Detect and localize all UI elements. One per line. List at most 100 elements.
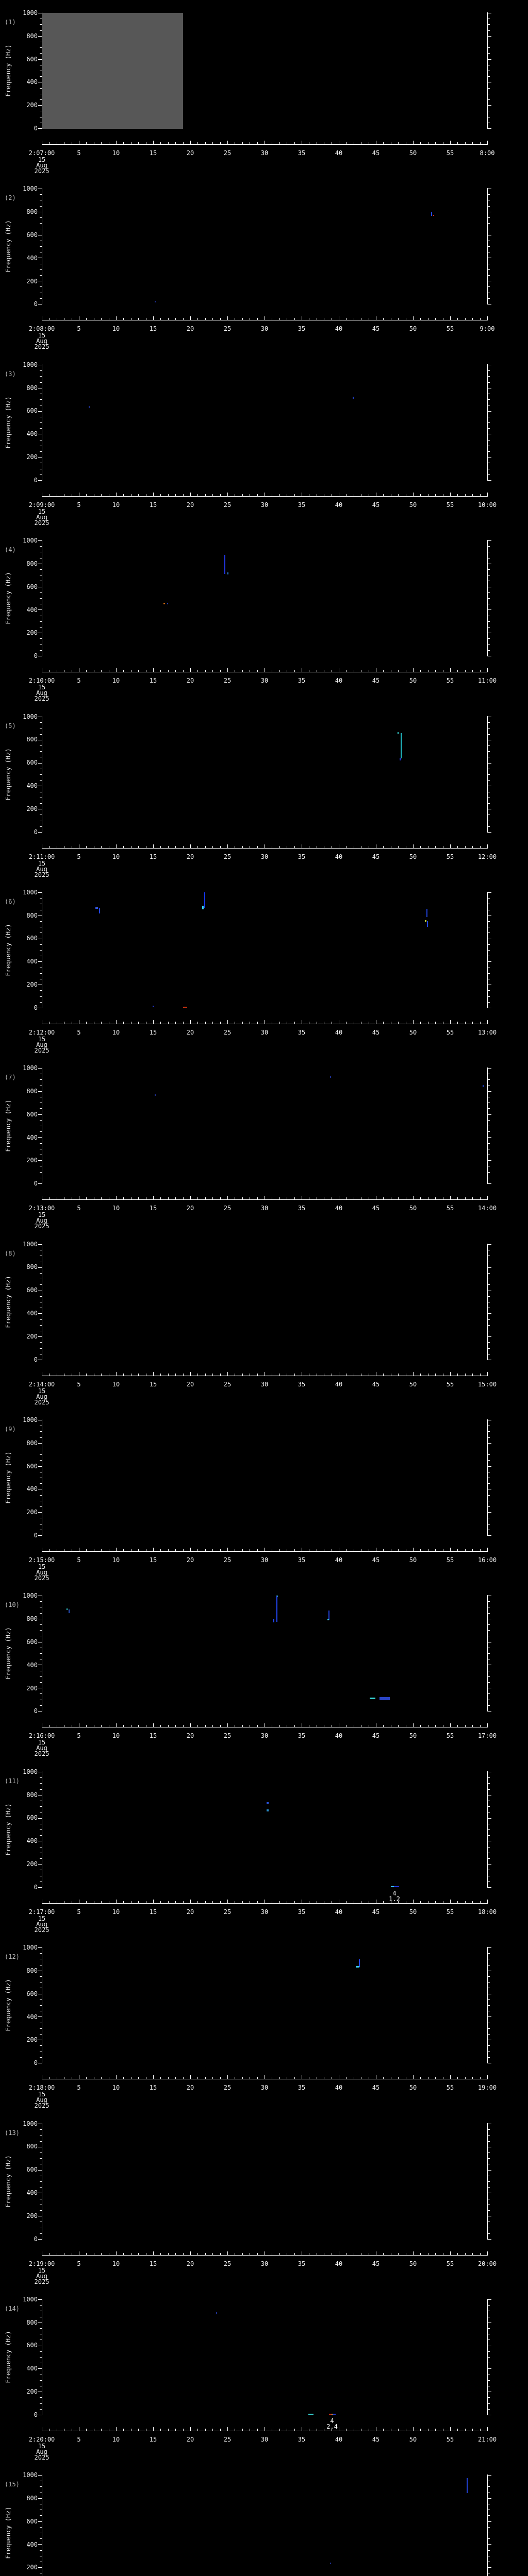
x-axis-tick [101,1901,102,1903]
y-axis-tick [488,774,490,775]
x-axis-tick [413,1899,414,1903]
y-axis-tick [488,1806,490,1807]
y-axis-tick [40,751,42,752]
x-axis-tick [227,844,228,848]
spectral-energy-mark [267,1809,269,1811]
spectrogram-panel: (4) Frequency (Hz) 1000 800 600 400 200 0 2:10:0… [0,537,528,716]
x-axis-date-label: Aug [36,2448,47,2455]
panel-index-label: (11) [5,1777,20,1785]
y-axis-tick [488,105,491,106]
x-axis-tick [383,670,384,672]
x-axis-tick [123,2428,124,2431]
y-axis-tick [488,621,490,622]
x-axis-tick-label: 30 [260,1908,269,1916]
x-axis-tick-label: 17:00 [477,1732,497,1740]
y-axis-tick [488,480,491,481]
x-axis-tick-label: 45 [372,2084,380,2092]
x-axis-tick [472,142,473,144]
spectral-energy-mark [308,2413,314,2415]
x-axis-tick [472,1021,473,1024]
panel-index-label: (12) [5,1953,20,1961]
y-axis-tick [488,779,490,781]
x-axis-tick [175,2252,176,2255]
x-axis-tick [294,670,295,672]
y-axis-tick-label: 200 [26,2036,38,2044]
panel-index-label: (15) [5,2481,20,2488]
x-axis-tick-label: 2:17:00 [28,1908,55,1916]
spectral-energy-mark [353,397,354,399]
x-axis-tick [168,1021,169,1024]
spectrogram-panel: (1) Frequency (Hz) 1000 800 600 400 200 0 2:07:0… [0,10,528,189]
x-axis-tick [279,1549,280,1551]
y-axis-tick [40,376,42,377]
y-axis-tick [40,1653,42,1654]
y-axis-tick [40,722,42,723]
x-axis-tick-label: 30 [260,1205,269,1212]
x-axis-date-label: 2025 [34,1750,50,1758]
x-axis-tick [183,2428,184,2431]
y-axis-title: Frequency (Hz) [5,1451,12,1504]
y-axis-tick-label: 600 [26,1990,38,1997]
y-axis-tick-label: 400 [26,958,38,965]
x-axis-tick-label: 2:13:00 [28,1205,55,1212]
x-axis-tick-label: 55 [446,1732,454,1740]
x-axis-tick-label: 10 [112,1908,120,1916]
x-axis-tick-label: 45 [372,1205,380,1212]
x-axis-tick-label: 5 [77,2084,81,2092]
x-axis-tick [294,1197,295,1200]
x-axis-tick [480,494,481,496]
y-axis-tick-label: 400 [26,2013,38,2021]
y-axis-tick [40,1460,42,1461]
y-axis-tick [488,1296,490,1297]
y-axis-tick [488,762,491,764]
x-axis-tick-label: 40 [335,149,343,157]
y-axis-tick [40,1431,42,1432]
x-axis-tick [294,1901,295,1903]
x-axis-tick [220,1021,221,1024]
y-axis-tick [40,1846,42,1848]
x-axis-tick [480,1549,481,1551]
x-axis-tick [242,670,243,672]
x-axis-tick [183,1197,184,1200]
y-axis-tick [488,1348,490,1349]
x-axis-tick [472,2252,473,2255]
y-axis-tick [488,2475,491,2476]
y-axis-tick [40,99,42,100]
y-axis-tick [488,2134,490,2136]
x-axis-tick [487,316,488,320]
x-axis-tick [472,1197,473,1200]
x-axis-tick [168,494,169,496]
x-axis-tick-label: 2:07:00 [28,149,55,157]
x-axis-line [42,1903,488,1904]
y-axis-tick [488,2304,490,2306]
y-axis-tick-label: 400 [26,2365,38,2372]
x-axis-tick [435,142,436,144]
y-axis-tick [38,36,42,37]
x-axis-tick [190,1723,191,1727]
x-axis-tick [153,141,154,144]
y-axis-tick-label: 400 [26,2189,38,2196]
y-axis-tick [488,1818,491,1819]
x-axis-tick-label: 40 [335,2435,343,2443]
y-axis-tick-label: 600 [26,759,38,767]
y-axis-tick-label: 800 [26,384,38,392]
x-axis-line [42,144,488,145]
x-axis-tick [86,1549,87,1551]
x-axis-tick [480,1901,481,1903]
x-axis-tick [116,1196,117,1200]
x-axis-tick-label: 55 [446,853,454,860]
x-axis-tick [279,142,280,144]
x-axis-tick [413,141,414,144]
x-axis-tick [123,142,124,144]
x-axis-date-label: 15 [38,1914,46,1922]
y-axis-tick [488,275,490,276]
x-axis-tick [457,318,458,320]
y-axis-tick [488,2351,490,2352]
y-axis-tick [488,1131,490,1132]
x-axis-tick [279,2428,280,2431]
x-axis-tick [160,142,161,144]
x-axis-line [42,2255,488,2256]
x-axis-tick [472,1901,473,1903]
y-axis-tick-label: 800 [26,2495,38,2502]
y-axis-tick [488,2141,490,2142]
